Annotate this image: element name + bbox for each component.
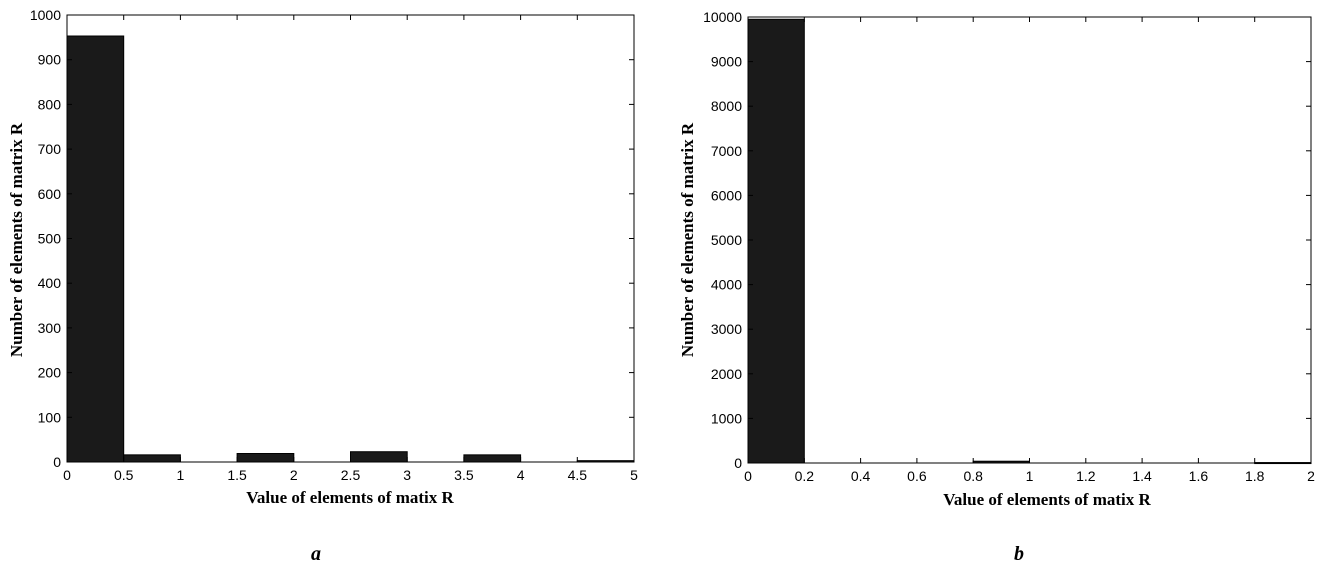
- chart-a-bar-7: [463, 454, 522, 463]
- chart-a-y-tick-label: 500: [38, 231, 62, 247]
- chart-b-x-tick-label: 1.4: [1132, 468, 1152, 484]
- chart-b-panel-label: b: [1014, 543, 1024, 565]
- chart-b-bar-0: [747, 18, 805, 464]
- chart-a-bar-5: [350, 451, 408, 463]
- chart-a-y-tick-label: 0: [53, 454, 61, 470]
- chart-a-plot-frame: [66, 14, 635, 463]
- chart-b-x-tick-label: 0.8: [963, 468, 983, 484]
- chart-a-bar-0: [66, 35, 125, 463]
- chart-b-y-tick-label: 0: [734, 455, 742, 471]
- chart-a-y-tick-label: 700: [38, 141, 62, 157]
- chart-b: 0 0.2 0.4 0.6 0.8 1 1.2 1.4 1.6 1.8 2 0 1000 2000 3000…: [678, 9, 1315, 565]
- chart-a-x-tick-label: 3.5: [454, 467, 474, 483]
- chart-b-x-tick-label: 1: [1026, 468, 1034, 484]
- chart-b-bars: [747, 18, 1312, 465]
- chart-b-y-tick-label: 5000: [711, 232, 742, 248]
- chart-a-y-tick-label: 300: [38, 320, 62, 336]
- chart-b-y-axis-label: Number of elements of matrix R: [678, 122, 697, 357]
- chart-b-y-tick-label: 8000: [711, 98, 742, 114]
- chart-a-x-axis-label: Value of elements of matix R: [246, 488, 454, 507]
- chart-b-y-tick-label: 4000: [711, 277, 742, 293]
- chart-a-y-tick-label: 900: [38, 52, 62, 68]
- chart-a-x-tick-label: 0.5: [114, 467, 134, 483]
- chart-b-x-tick-label: 0.6: [907, 468, 927, 484]
- chart-a-x-tick-label: 0: [63, 467, 71, 483]
- chart-b-y-tick-label: 6000: [711, 187, 742, 203]
- chart-a-x-tick-label: 4.5: [568, 467, 588, 483]
- chart-a-y-tick-label: 800: [38, 96, 62, 112]
- chart-a-x-tick-label: 1.5: [227, 467, 247, 483]
- chart-b-y-tick-label: 10000: [703, 9, 742, 25]
- chart-a: 0 0.5 1 1.5 2 2.5 3 3.5 4 4.5 5 0 100 200 300 400 500 600…: [7, 7, 638, 565]
- chart-b-y-tick-label: 2000: [711, 366, 742, 382]
- chart-b-y-tick-label: 1000: [711, 410, 742, 426]
- chart-b-ticks: 0 0.2 0.4 0.6 0.8 1 1.2 1.4 1.6 1.8 2 0 1000 2000 3000…: [703, 9, 1315, 484]
- chart-b-y-tick-label: 7000: [711, 143, 742, 159]
- chart-b-x-tick-label: 1.6: [1189, 468, 1209, 484]
- chart-a-y-tick-label: 1000: [30, 7, 61, 23]
- chart-a-bars: [66, 35, 635, 463]
- chart-a-y-axis-label: Number of elements of matrix R: [7, 122, 26, 357]
- chart-a-x-tick-label: 3: [403, 467, 411, 483]
- chart-a-x-tick-label: 5: [630, 467, 638, 483]
- chart-b-y-tick-label: 3000: [711, 321, 742, 337]
- chart-b-x-tick-label: 0.2: [795, 468, 815, 484]
- chart-b-plot-frame: [747, 16, 1312, 464]
- chart-b-x-tick-label: 1.2: [1076, 468, 1096, 484]
- chart-a-x-tick-label: 4: [517, 467, 525, 483]
- chart-a-panel-label: a: [311, 543, 321, 565]
- chart-b-x-tick-label: 2: [1307, 468, 1315, 484]
- chart-b-x-tick-label: 0.4: [851, 468, 871, 484]
- chart-a-ticks: 0 0.5 1 1.5 2 2.5 3 3.5 4 4.5 5 0 100 200 300 400 500 600…: [30, 7, 638, 483]
- chart-a-bar-3: [236, 453, 295, 463]
- chart-b-y-tick-label: 9000: [711, 54, 742, 70]
- chart-a-y-tick-label: 200: [38, 365, 62, 381]
- chart-a-y-tick-label: 600: [38, 186, 62, 202]
- chart-a-x-tick-label: 1: [177, 467, 185, 483]
- chart-a-y-tick-label: 400: [38, 275, 62, 291]
- chart-b-x-tick-label: 1.8: [1245, 468, 1265, 484]
- chart-a-bar-1: [123, 454, 181, 463]
- chart-b-x-axis-label: Value of elements of matix R: [943, 490, 1151, 509]
- chart-a-x-tick-label: 2.5: [341, 467, 361, 483]
- chart-a-x-tick-label: 2: [290, 467, 298, 483]
- chart-a-y-tick-label: 100: [38, 409, 62, 425]
- chart-b-x-tick-label: 0: [744, 468, 752, 484]
